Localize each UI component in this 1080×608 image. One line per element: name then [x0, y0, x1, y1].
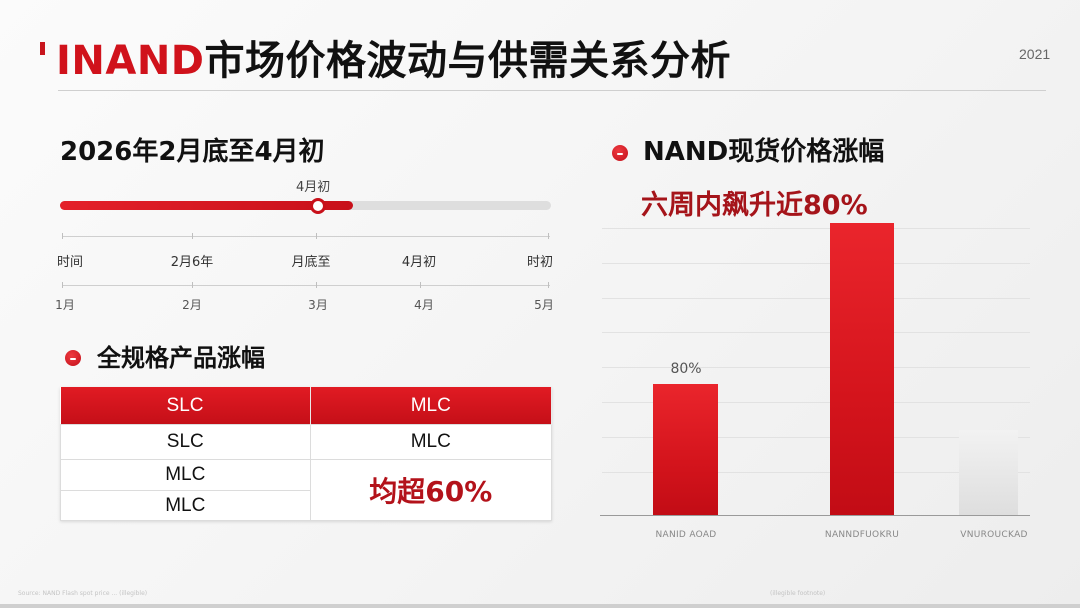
gridline — [602, 298, 1030, 299]
price-section-title: NAND现货价格涨幅 — [643, 137, 885, 167]
section-bullet-icon — [612, 145, 628, 161]
gridline — [602, 402, 1030, 403]
spec-section-title: 全规格产品涨幅 — [97, 344, 265, 372]
axis1-label: 时间 — [56, 255, 84, 270]
slider-value-label: 4月初 — [296, 180, 331, 195]
table-cell: SLC — [60, 424, 311, 460]
timeline-axis-2 — [62, 285, 550, 286]
bar-2 — [830, 223, 894, 515]
axis1-label: 月底至 — [291, 255, 331, 270]
axis2-label: 5月 — [534, 298, 554, 312]
gridline — [602, 437, 1030, 438]
gridline — [602, 472, 1030, 473]
bar-category-label: NANID AOAD — [655, 530, 717, 540]
header-divider — [58, 90, 1046, 91]
spec-table: SLC MLC SLC MLC MLC 均超60% MLC — [60, 387, 552, 521]
year-label: 2021 — [1019, 46, 1051, 62]
table-header-row: SLC MLC — [60, 387, 552, 425]
axis2-label: 1月 — [55, 298, 75, 312]
axis2-label: 4月 — [414, 298, 434, 312]
bar-category-label: NANNDFUOKRU — [824, 530, 900, 540]
axis2-label: 3月 — [308, 298, 328, 312]
bar-3 — [959, 430, 1018, 515]
bar-value-label: 80% — [670, 361, 702, 377]
footnote-left: Source: NAND Flash spot price ... (illeg… — [18, 590, 148, 597]
price-section-subtitle: 六周内飙升近80% — [641, 190, 868, 221]
gridline — [602, 263, 1030, 264]
timeline-slider-handle[interactable] — [310, 198, 326, 214]
table-row: SLC MLC — [60, 424, 552, 460]
axis-tick — [192, 282, 193, 288]
axis1-label: 4月初 — [401, 255, 437, 270]
axis1-label: 时初 — [526, 255, 554, 270]
axis-tick — [192, 233, 193, 239]
timeline-axis-1 — [62, 236, 550, 237]
chart-baseline — [600, 515, 1030, 516]
gridline — [602, 332, 1030, 333]
title-accent-mark — [40, 42, 45, 55]
table-cell: MLC — [60, 459, 311, 491]
table-cell: MLC — [60, 490, 311, 521]
table-highlight-cell: 均超60% — [309, 459, 552, 521]
axis-tick — [548, 233, 549, 239]
bottom-border — [0, 604, 1080, 608]
table-cell: MLC — [309, 424, 552, 460]
axis1-label: 2月6年 — [170, 255, 214, 270]
axis-tick — [62, 233, 63, 239]
page-title-rest: 市场价格波动与供需关系分析 — [204, 38, 731, 84]
gridline — [602, 228, 1030, 229]
bar-category-label: VNUROUCKAD — [960, 530, 1028, 540]
axis-tick — [316, 282, 317, 288]
bar-1 — [653, 384, 718, 515]
gridline — [602, 367, 1030, 368]
table-row: MLC — [60, 490, 552, 521]
axis-tick — [62, 282, 63, 288]
timeline-slider-fill — [60, 201, 353, 210]
axis-tick — [420, 282, 421, 288]
table-header-cell: MLC — [310, 387, 552, 425]
axis2-label: 2月 — [182, 298, 202, 312]
axis-tick — [548, 282, 549, 288]
section-bullet-icon — [65, 350, 81, 366]
table-header-cell: SLC — [60, 387, 311, 425]
footnote-right: (illegible footnote) — [770, 590, 826, 597]
page-title-accent: INAND — [56, 38, 205, 84]
table-row: MLC 均超60% — [60, 459, 552, 521]
axis-tick — [316, 233, 317, 239]
page-title: INAND市场价格波动与供需关系分析 — [56, 36, 731, 86]
timeline-title: 2026年2月底至4月初 — [60, 137, 325, 167]
